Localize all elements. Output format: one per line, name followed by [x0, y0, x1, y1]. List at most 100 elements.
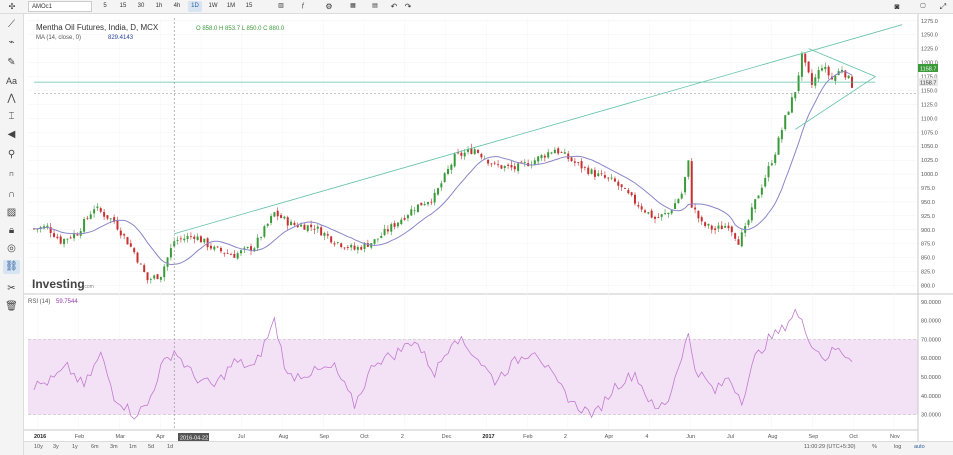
- percent-toggle[interactable]: %: [872, 444, 877, 450]
- symbol-search-input[interactable]: AMOc1: [28, 1, 92, 12]
- hide-icon[interactable]: ◎: [7, 243, 16, 254]
- remove-drawings-icon[interactable]: ✂: [7, 283, 16, 294]
- candle-body: [89, 214, 92, 219]
- candle-body: [306, 225, 309, 232]
- interval-button[interactable]: 1W: [208, 3, 218, 9]
- camera-icon[interactable]: ◙: [894, 2, 900, 11]
- settings-gear-icon[interactable]: ⚙: [325, 2, 333, 11]
- candle-body: [396, 222, 399, 227]
- crosshair-icon[interactable]: ✣: [8, 2, 16, 11]
- candle-body: [330, 236, 333, 243]
- candle-body: [664, 213, 667, 214]
- candle-body: [136, 252, 139, 263]
- candle-body: [724, 225, 727, 228]
- candle-body: [373, 239, 376, 244]
- range-button[interactable]: 10y: [34, 444, 43, 450]
- candle-body: [513, 166, 516, 170]
- candle-body: [193, 236, 196, 239]
- chart-area[interactable]: 1275.0 1250.0 1225.0 1200.0 1175.0 1150.0 1125…: [24, 14, 953, 441]
- x-tick-label: Aug: [768, 434, 778, 440]
- price-tag-current-bg: [918, 64, 938, 72]
- magnet-icon[interactable]: ⊓: [9, 172, 14, 178]
- candle-body: [149, 278, 152, 280]
- pattern-icon[interactable]: ⋀: [7, 93, 16, 104]
- range-button[interactable]: 1d: [167, 444, 174, 450]
- candle-body: [507, 164, 510, 166]
- ruler-icon[interactable]: ▨: [6, 207, 17, 218]
- rsi-tick-label: 70.0000: [921, 337, 941, 343]
- range-button[interactable]: 6m: [91, 444, 99, 450]
- fullscreen-icon[interactable]: ⤢: [939, 2, 947, 11]
- trend-line: [174, 24, 903, 235]
- candle-body: [590, 169, 593, 174]
- candle-body: [707, 224, 710, 226]
- candle-body: [690, 161, 693, 208]
- candle-body: [316, 226, 319, 229]
- lock-icon[interactable]: 🔒︎: [8, 225, 15, 236]
- candle-body: [503, 166, 506, 169]
- candle-body: [680, 193, 683, 199]
- candle-body: [333, 243, 336, 245]
- candle-body: [623, 188, 626, 189]
- interval-button[interactable]: 1D: [188, 1, 202, 12]
- candle-body: [86, 217, 89, 219]
- candle-body: [727, 225, 730, 229]
- range-button[interactable]: 1y: [72, 444, 78, 450]
- candle-body: [400, 219, 403, 225]
- y-tick-label: 800.0: [921, 284, 935, 290]
- rsi-band: [28, 339, 918, 415]
- layout-icon[interactable]: ▢: [920, 3, 926, 9]
- text-tool-icon[interactable]: Aa: [5, 76, 17, 86]
- candle-body: [169, 248, 172, 258]
- bar-style-icon[interactable]: ▥: [278, 3, 284, 9]
- range-button[interactable]: 3m: [110, 444, 118, 450]
- x-tick-label: Jul: [238, 434, 245, 440]
- y-tick-label: 1225.0: [921, 47, 938, 53]
- arrow-left-icon[interactable]: ◀: [7, 129, 16, 140]
- candle-body: [273, 212, 276, 217]
- candle-body: [493, 162, 496, 164]
- range-button[interactable]: 3y: [53, 444, 59, 450]
- auto-toggle[interactable]: auto: [914, 444, 925, 450]
- interval-button[interactable]: 1M: [226, 3, 236, 9]
- candle-body: [33, 228, 35, 230]
- candle-body: [293, 222, 296, 225]
- interval-button[interactable]: 15: [245, 3, 253, 9]
- measure-icon[interactable]: ⌶: [8, 111, 15, 122]
- candle-body: [510, 165, 513, 168]
- candle-body: [49, 227, 52, 234]
- trend-line-icon[interactable]: ⟋: [8, 19, 15, 30]
- redo-icon[interactable]: ↷: [404, 2, 412, 11]
- interval-button[interactable]: 30: [137, 3, 145, 9]
- interval-button[interactable]: 4h: [173, 3, 181, 9]
- rsi-label: RSI (14): [28, 299, 50, 305]
- zoom-icon[interactable]: ⚲: [7, 149, 16, 160]
- template-icon[interactable]: ▤: [372, 3, 378, 9]
- candle-body: [640, 206, 643, 210]
- fib-tool-icon[interactable]: ⌁: [8, 37, 15, 48]
- log-toggle[interactable]: log: [894, 444, 902, 450]
- candle-body: [133, 248, 136, 253]
- interval-button[interactable]: 15: [119, 3, 127, 9]
- candle-body: [450, 164, 453, 170]
- range-button[interactable]: 1m: [129, 444, 137, 450]
- interval-button[interactable]: 1h: [155, 3, 163, 9]
- trash-icon[interactable]: 🗑︎: [5, 301, 18, 312]
- candle-body: [764, 178, 767, 187]
- range-button[interactable]: 5d: [148, 444, 155, 450]
- link-icon[interactable]: ⛓: [3, 260, 20, 274]
- candle-body: [684, 177, 687, 193]
- brush-icon[interactable]: ✎: [7, 57, 16, 68]
- candle-body: [687, 160, 690, 177]
- candle-body: [366, 243, 369, 247]
- lock-drawing-icon[interactable]: ∩: [7, 189, 16, 200]
- compare-icon[interactable]: ▦: [350, 3, 356, 9]
- x-tick-label: 2: [564, 434, 567, 440]
- date-tag-bg: [178, 433, 209, 441]
- candle-body: [767, 166, 770, 178]
- interval-button[interactable]: 5: [103, 3, 107, 9]
- candle-body: [720, 225, 723, 230]
- indicators-icon[interactable]: ƒ: [301, 3, 305, 9]
- candle-body: [410, 209, 413, 216]
- undo-icon[interactable]: ↶: [390, 2, 398, 11]
